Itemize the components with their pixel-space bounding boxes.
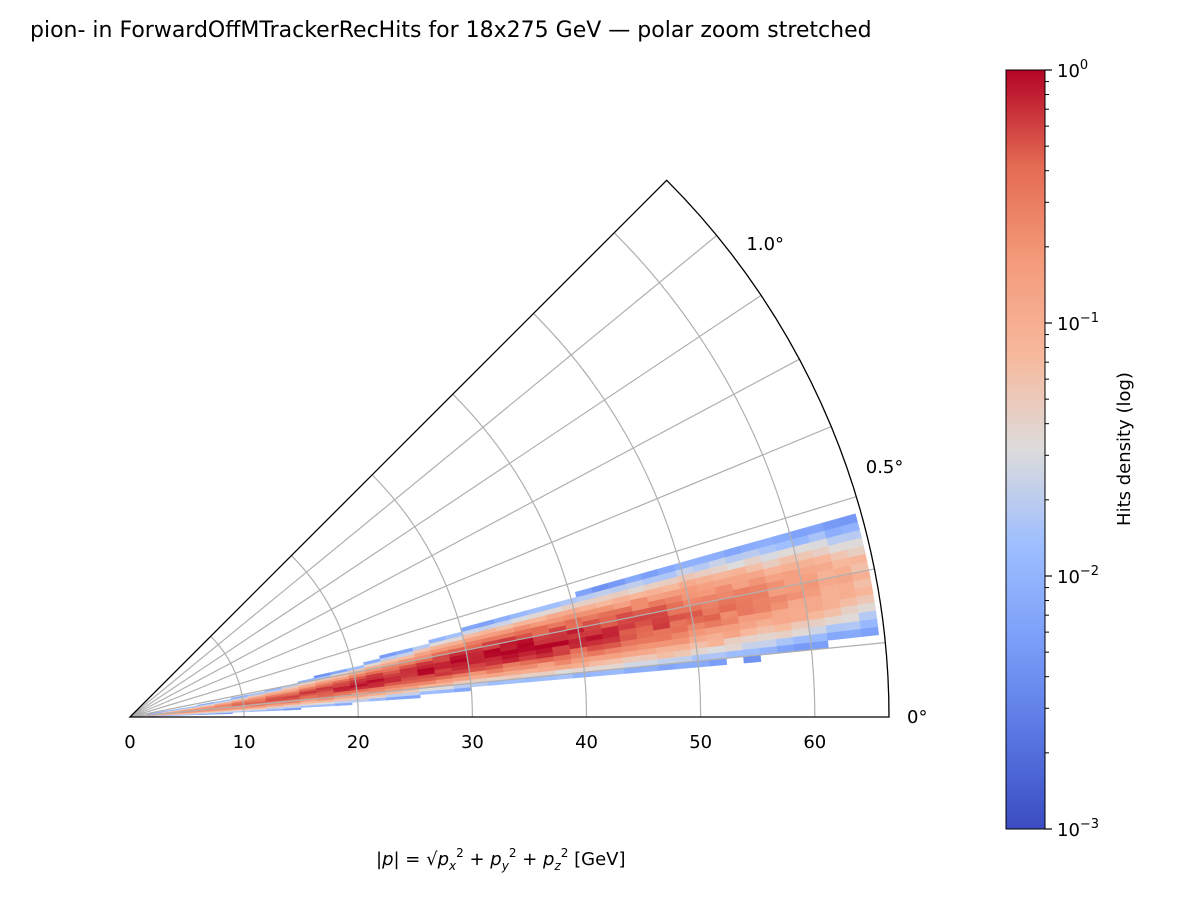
- x-label-sup: 2: [509, 846, 517, 860]
- x-label-part: +: [516, 849, 543, 870]
- x-label-part: p: [381, 849, 393, 870]
- colorbar-gradient: [1005, 69, 1046, 830]
- angular-grid-line: [129, 642, 886, 718]
- angular-grid-line: [129, 425, 832, 718]
- colorbar-tick-label: 10−1: [1057, 311, 1099, 335]
- x-label-sub: z: [553, 859, 561, 873]
- colorbar-label: Hits density (log): [1114, 372, 1135, 526]
- colorbar-tick-label: 100: [1057, 58, 1088, 82]
- theta-tick-label: 0.5°: [866, 457, 904, 478]
- heatmap-cell: [838, 513, 858, 527]
- polar-frame: [128, 179, 890, 718]
- x-label-sup: 2: [561, 846, 569, 860]
- x-label-sup: 2: [456, 846, 464, 860]
- theta-tick-label: 0°: [907, 707, 927, 728]
- angular-grid-line: [129, 358, 800, 718]
- r-tick-label: 0: [124, 732, 135, 753]
- radial-tick-labels: 0 10 20 30 40 50 60: [124, 732, 826, 753]
- x-label-part: p: [489, 849, 501, 870]
- x-label-part: | = √: [394, 849, 439, 870]
- angular-grid-line: [129, 294, 762, 718]
- x-label-part: +: [464, 849, 491, 870]
- r-tick-label: 50: [689, 732, 712, 753]
- heatmap-cells: [146, 513, 880, 717]
- r-tick-label: 10: [233, 732, 256, 753]
- chart-title: pion- in ForwardOffMTrackerRecHits for 1…: [30, 18, 872, 43]
- angular-grid-line: [129, 235, 718, 718]
- polar-grid: [129, 232, 886, 718]
- x-label-part: p: [542, 849, 554, 870]
- colorbar: 10−3 10−2 10−1 100 Hits density (log): [1005, 58, 1135, 841]
- angular-tick-labels: 0° 0.5° 1.0°: [746, 234, 927, 728]
- x-label-part: |: [376, 849, 382, 870]
- angular-grid-line: [129, 568, 875, 718]
- x-label-part: p: [437, 849, 449, 870]
- colorbar-tick-label: 10−2: [1057, 564, 1099, 588]
- colorbar-tick-label: 10−3: [1057, 817, 1099, 841]
- angular-grid-line: [129, 496, 857, 718]
- x-label-part: [GeV]: [568, 849, 625, 870]
- polar-outline: [128, 179, 890, 718]
- r-tick-label: 20: [347, 732, 370, 753]
- colorbar-ticks: 10−3 10−2 10−1 100: [1045, 58, 1099, 841]
- theta-tick-label: 1.0°: [746, 234, 784, 255]
- x-label-sub: x: [448, 859, 457, 873]
- r-tick-label: 40: [575, 732, 598, 753]
- x-label-sub: y: [501, 859, 510, 873]
- x-axis-label: |p| = √px2​ + py2​ + pz2​ [GeV]: [376, 846, 626, 873]
- r-tick-label: 60: [803, 732, 826, 753]
- r-tick-label: 30: [461, 732, 484, 753]
